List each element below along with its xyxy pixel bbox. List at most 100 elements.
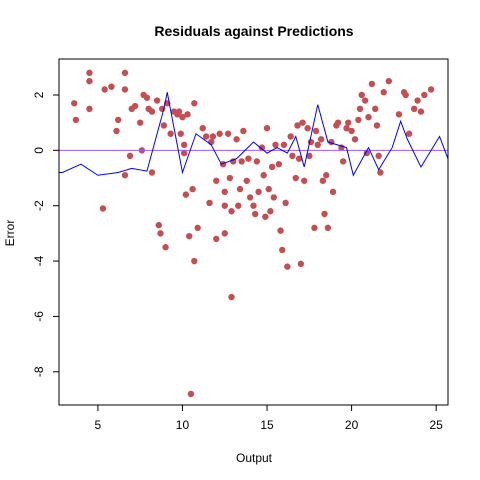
data-point [86, 77, 93, 85]
data-point [282, 199, 289, 207]
y-axis-label: Error [3, 220, 17, 247]
data-point [329, 188, 337, 196]
data-point [358, 91, 365, 99]
data-point [221, 230, 228, 237]
data-point [221, 188, 228, 196]
data-point [202, 133, 210, 140]
data-point [162, 244, 169, 251]
data-point [365, 113, 372, 121]
data-point [385, 77, 392, 85]
data-point [402, 91, 409, 99]
data-point [368, 80, 376, 88]
data-point [228, 293, 235, 301]
data-point [121, 86, 129, 93]
data-point [270, 194, 277, 201]
data-point [148, 108, 156, 115]
data-point [323, 172, 330, 179]
data-point [216, 130, 223, 137]
data-point [312, 127, 320, 135]
data-point [143, 94, 151, 101]
x-axis-label: Output [236, 451, 273, 465]
y-tick-label: -8 [32, 366, 46, 377]
y-tick-label: -6 [32, 311, 46, 322]
data-point [199, 125, 206, 132]
data-point [238, 158, 245, 165]
data-point [86, 69, 93, 77]
y-tick-label: 0 [32, 147, 46, 154]
data-point [272, 141, 279, 149]
data-point [251, 210, 259, 218]
data-point [334, 119, 342, 126]
data-point [160, 122, 168, 129]
axes: 5 10 15 20 25 -8 -6 -4 -2 0 2 [32, 58, 449, 432]
data-point [317, 136, 325, 143]
x-tick-label: 10 [176, 418, 190, 432]
data-point [395, 111, 403, 118]
data-point [226, 174, 234, 182]
data-point [209, 133, 217, 140]
data-point [233, 136, 240, 143]
data-point [108, 83, 115, 90]
x-tick-label: 15 [260, 418, 274, 432]
data-point [189, 185, 196, 193]
data-point [240, 127, 247, 135]
data-point [284, 263, 291, 270]
chart-title: Residuals against Predictions [154, 23, 353, 39]
data-point [356, 105, 364, 113]
data-point [126, 152, 134, 160]
data-point [348, 127, 355, 135]
data-point [187, 390, 195, 398]
data-point [410, 105, 418, 113]
data-point [345, 119, 352, 126]
data-point [262, 213, 269, 220]
data-point [184, 111, 191, 118]
data-point [319, 177, 327, 184]
data-point [131, 102, 139, 110]
plot-area [59, 69, 448, 398]
data-point [221, 202, 228, 209]
plot-frame [58, 58, 449, 406]
data-point [155, 221, 162, 229]
data-point [287, 133, 294, 140]
data-point [228, 208, 235, 215]
data-point [121, 69, 129, 77]
data-point [267, 208, 274, 215]
data-point [113, 127, 120, 135]
data-point [186, 232, 193, 240]
data-point [375, 152, 382, 160]
data-point [263, 125, 271, 132]
data-point [148, 169, 156, 176]
data-point [414, 97, 421, 104]
data-point [245, 155, 252, 162]
data-point [324, 224, 332, 232]
y-tick-label: 2 [32, 91, 46, 98]
data-point [277, 227, 284, 234]
y-tick-label: -4 [32, 255, 46, 266]
data-point [297, 260, 305, 268]
data-point [236, 185, 244, 193]
data-point [417, 108, 425, 115]
data-point [292, 174, 299, 182]
data-point [182, 191, 190, 198]
data-point [268, 163, 276, 171]
data-point [405, 130, 413, 137]
data-point [427, 86, 435, 93]
data-point [306, 152, 313, 160]
data-point [294, 122, 301, 129]
data-point [377, 169, 384, 176]
data-point [115, 116, 122, 124]
data-point [250, 202, 257, 209]
data-point [363, 149, 371, 157]
data-point [421, 91, 428, 99]
data-point [314, 141, 321, 149]
data-point [167, 130, 174, 137]
data-point [177, 130, 184, 137]
data-point [373, 122, 381, 129]
data-point [351, 136, 359, 143]
data-point [321, 210, 328, 218]
data-point [194, 224, 201, 232]
data-point [157, 230, 164, 237]
data-point [279, 246, 286, 254]
data-point [246, 194, 254, 201]
